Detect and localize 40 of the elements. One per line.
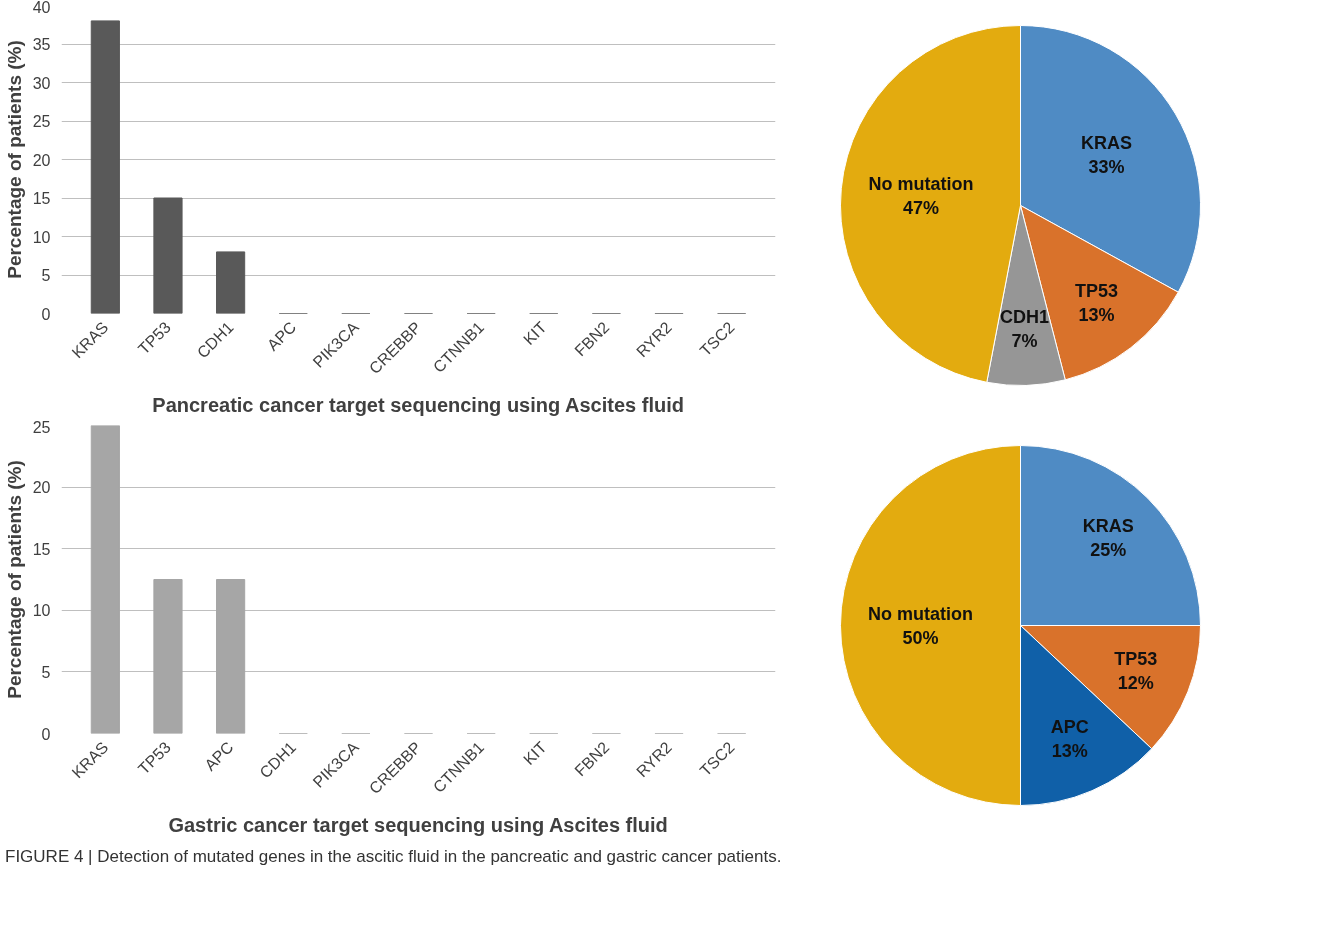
y-tick-label: 25 bbox=[32, 113, 51, 130]
bar bbox=[216, 251, 246, 314]
data-label: 33% bbox=[1088, 156, 1125, 177]
data-label: 12% bbox=[1117, 673, 1154, 694]
data-label: 13% bbox=[1051, 741, 1088, 762]
slice-label: KRAS bbox=[1082, 515, 1134, 536]
y-tick-label: 5 bbox=[41, 267, 51, 284]
data-label: 13% bbox=[1078, 305, 1115, 326]
x-tick-label: KIT bbox=[520, 318, 550, 349]
y-tick-label: 15 bbox=[32, 190, 51, 207]
y-tick-label: 20 bbox=[32, 479, 51, 497]
y-tick-label: 5 bbox=[41, 663, 51, 681]
y-axis-title: Percentage of patients (%) bbox=[3, 40, 25, 279]
data-label: 47% bbox=[902, 198, 939, 219]
bar bbox=[153, 197, 183, 314]
caption: FIGURE 4 | Detection of mutated genes in the ascitic fluid in the pancreatic and gastric cancer patients. bbox=[5, 846, 782, 868]
text: Gastric cancer target sequencing using Ascites fluid bbox=[168, 813, 668, 836]
y-tick-label: 0 bbox=[41, 725, 51, 743]
y-tick-label: 10 bbox=[32, 228, 51, 246]
data-label: 25% bbox=[1090, 539, 1127, 560]
y-tick-label: 30 bbox=[32, 74, 51, 92]
x-tick-label: KIT bbox=[520, 738, 550, 769]
bar bbox=[90, 20, 120, 314]
data-label: 7% bbox=[1011, 331, 1038, 352]
y-axis-title: Percentage of patients (%) bbox=[3, 460, 25, 699]
slice-label: No mutation bbox=[868, 603, 974, 624]
y-tick-label: 0 bbox=[41, 305, 51, 323]
y-tick-label: 20 bbox=[32, 151, 51, 169]
text: Pancreatic cancer target sequencing using Ascites fluid bbox=[152, 393, 684, 416]
slice-label: TP53 bbox=[1114, 649, 1158, 670]
slice-label: No mutation bbox=[868, 174, 974, 195]
slice-label: APC bbox=[1050, 717, 1089, 738]
y-tick-label: 40 bbox=[32, 0, 51, 16]
y-tick-label: 15 bbox=[32, 540, 51, 558]
slice-label: TP53 bbox=[1074, 281, 1119, 302]
y-tick-label: 25 bbox=[32, 418, 51, 436]
slice-label: KRAS bbox=[1081, 132, 1133, 153]
y-tick-label: 10 bbox=[32, 602, 51, 620]
data-label: 50% bbox=[902, 627, 939, 648]
y-tick-label: 35 bbox=[32, 36, 51, 53]
